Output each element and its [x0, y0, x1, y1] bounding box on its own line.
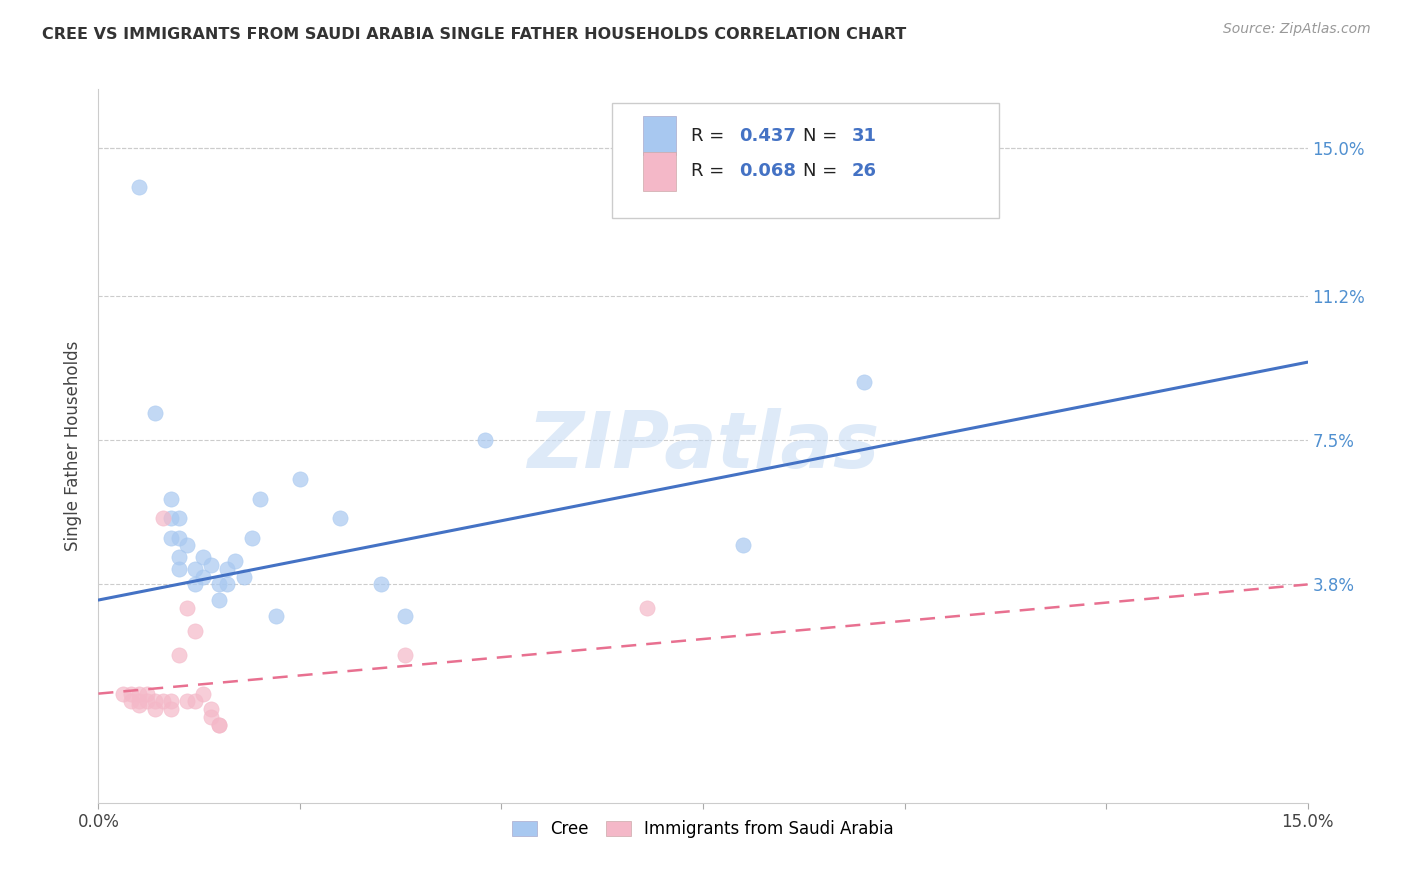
Point	[200, 702, 222, 716]
Point	[208, 718, 231, 732]
Point	[184, 624, 207, 639]
Point	[167, 562, 190, 576]
Point	[135, 694, 157, 708]
Point	[208, 593, 231, 607]
Point	[128, 698, 150, 713]
Point	[167, 550, 190, 565]
Point	[853, 375, 876, 389]
Point	[128, 687, 150, 701]
Legend: Cree, Immigrants from Saudi Arabia: Cree, Immigrants from Saudi Arabia	[506, 814, 900, 845]
Point	[200, 710, 222, 724]
Text: 0.437: 0.437	[740, 127, 796, 145]
Text: 0.068: 0.068	[740, 162, 796, 180]
Point	[160, 491, 183, 506]
Point	[176, 694, 198, 708]
Point	[184, 694, 207, 708]
Point	[135, 687, 157, 701]
Text: N =: N =	[803, 162, 844, 180]
Point	[200, 558, 222, 572]
FancyBboxPatch shape	[643, 152, 676, 191]
FancyBboxPatch shape	[643, 116, 676, 155]
Point	[193, 550, 215, 565]
Point	[167, 511, 190, 525]
Point	[264, 608, 287, 623]
Point	[152, 694, 174, 708]
Point	[240, 531, 263, 545]
Point	[249, 491, 271, 506]
Point	[167, 648, 190, 662]
Point	[217, 562, 239, 576]
Point	[329, 511, 352, 525]
Text: CREE VS IMMIGRANTS FROM SAUDI ARABIA SINGLE FATHER HOUSEHOLDS CORRELATION CHART: CREE VS IMMIGRANTS FROM SAUDI ARABIA SIN…	[42, 27, 907, 42]
Text: R =: R =	[690, 127, 730, 145]
Point	[128, 694, 150, 708]
Text: R =: R =	[690, 162, 730, 180]
Point	[128, 179, 150, 194]
Text: 31: 31	[852, 127, 877, 145]
Text: N =: N =	[803, 127, 844, 145]
Point	[152, 511, 174, 525]
Point	[184, 562, 207, 576]
Point	[193, 687, 215, 701]
Point	[288, 472, 311, 486]
Point	[474, 433, 496, 447]
Point	[184, 577, 207, 591]
Point	[217, 577, 239, 591]
Point	[193, 569, 215, 583]
Point	[160, 531, 183, 545]
Point	[143, 694, 166, 708]
Point	[224, 554, 246, 568]
Point	[733, 538, 755, 552]
Point	[111, 687, 134, 701]
Point	[143, 406, 166, 420]
Point	[636, 600, 658, 615]
Text: Source: ZipAtlas.com: Source: ZipAtlas.com	[1223, 22, 1371, 37]
Point	[176, 600, 198, 615]
Point	[394, 608, 416, 623]
Point	[394, 648, 416, 662]
Point	[120, 694, 142, 708]
Point	[208, 577, 231, 591]
Y-axis label: Single Father Households: Single Father Households	[65, 341, 83, 551]
Point	[160, 694, 183, 708]
Point	[120, 687, 142, 701]
Point	[160, 702, 183, 716]
Text: ZIPatlas: ZIPatlas	[527, 408, 879, 484]
Text: 26: 26	[852, 162, 877, 180]
Point	[176, 538, 198, 552]
Point	[208, 718, 231, 732]
Point	[232, 569, 254, 583]
Point	[143, 702, 166, 716]
FancyBboxPatch shape	[613, 103, 1000, 218]
Point	[167, 531, 190, 545]
Point	[160, 511, 183, 525]
Point	[370, 577, 392, 591]
